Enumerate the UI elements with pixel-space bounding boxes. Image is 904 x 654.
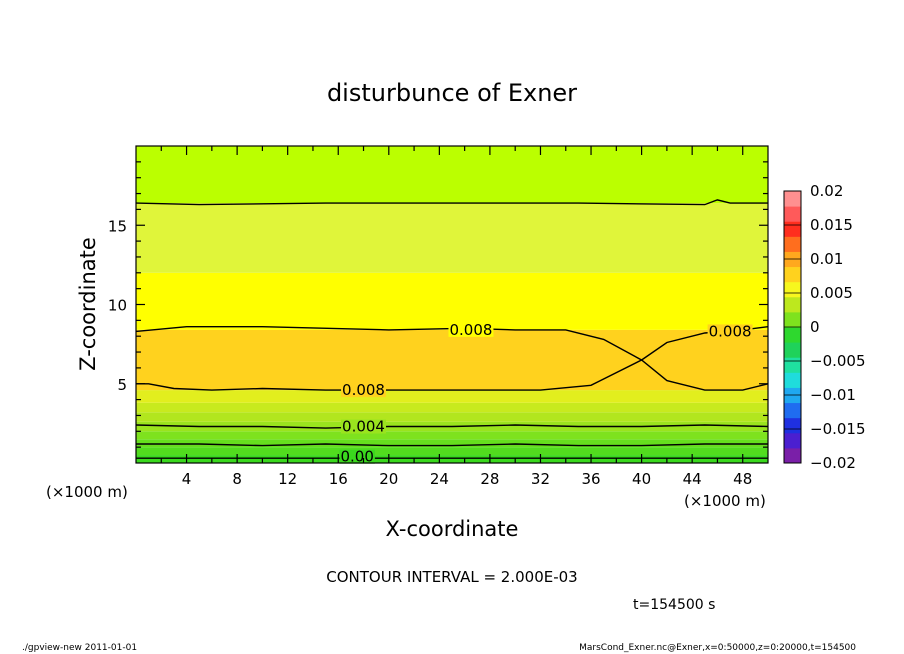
band-3 bbox=[136, 431, 768, 440]
colorbar-label-1: 0.015 bbox=[810, 216, 853, 234]
y-tick-label-10: 10 bbox=[108, 297, 127, 315]
colorbar-swatch-3 bbox=[784, 402, 801, 419]
band-1 bbox=[136, 447, 768, 456]
band-9 bbox=[136, 272, 768, 330]
x-tick-label-12: 12 bbox=[278, 470, 297, 488]
contour-label-2: 0.008 bbox=[342, 381, 385, 399]
footer-right: MarsCond_Exner.nc@Exner,x=0:50000,z=0:20… bbox=[579, 643, 856, 653]
colorbar-swatch-7 bbox=[784, 342, 801, 358]
colorbar-swatch-2 bbox=[784, 417, 801, 434]
colorbar-swatch-12 bbox=[784, 266, 801, 283]
colorbar-swatch-14 bbox=[784, 236, 801, 252]
band-11 bbox=[136, 146, 768, 204]
colorbar-label-8: −0.02 bbox=[810, 454, 856, 472]
contour-lower-0.008 bbox=[136, 359, 769, 391]
contour-label-3: 0.004 bbox=[342, 418, 385, 436]
contour-upper-0.008 bbox=[135, 326, 769, 361]
footer-left: ./gpview-new 2011-01-01 bbox=[22, 643, 138, 653]
colorbar-swatch-10 bbox=[784, 296, 801, 313]
contour-0.004 bbox=[135, 424, 769, 429]
chart-title: disturbunce of Exner bbox=[327, 79, 577, 107]
time-label: t=154500 s bbox=[633, 597, 715, 613]
y-tick-label-5: 5 bbox=[117, 376, 127, 394]
contour-label-bg-2 bbox=[341, 383, 386, 398]
colorbar-label-6: −0.01 bbox=[810, 386, 856, 404]
colorbar-swatch-6 bbox=[784, 357, 801, 373]
colorbar-swatch-5 bbox=[784, 372, 801, 388]
y-axis-label: Z-coordinate bbox=[76, 237, 100, 371]
x-units-left: (×1000 m) bbox=[46, 483, 128, 501]
colorbar-swatch-15 bbox=[784, 221, 801, 237]
x-tick-label-40: 40 bbox=[632, 470, 651, 488]
x-tick-label-44: 44 bbox=[683, 470, 702, 488]
colorbar-label-2: 0.01 bbox=[810, 250, 843, 268]
contour-label-0: 0.008 bbox=[449, 321, 492, 339]
contour-label-bg-4 bbox=[339, 449, 375, 464]
x-units-right: (×1000 m) bbox=[684, 492, 766, 510]
colorbar-label-0: 0.02 bbox=[810, 182, 843, 200]
colorbar-swatch-1 bbox=[784, 432, 801, 449]
x-tick-label-24: 24 bbox=[430, 470, 449, 488]
band-5 bbox=[136, 412, 768, 422]
contour-0.002 bbox=[136, 443, 768, 447]
colorbar-swatch-8 bbox=[784, 327, 801, 343]
band-6 bbox=[136, 402, 768, 413]
x-tick-label-8: 8 bbox=[232, 470, 242, 488]
colorbar-label-5: −0.005 bbox=[810, 352, 866, 370]
band-8 bbox=[136, 329, 768, 391]
x-axis-label: X-coordinate bbox=[386, 517, 519, 541]
colorbar-label-3: 0.005 bbox=[810, 284, 853, 302]
colorbar-swatch-0 bbox=[784, 447, 801, 464]
contour-label-4: 0.00 bbox=[340, 448, 373, 466]
colorbar-swatch-11 bbox=[784, 281, 801, 298]
band-7 bbox=[136, 390, 768, 403]
x-tick-label-20: 20 bbox=[379, 470, 398, 488]
x-tick-label-36: 36 bbox=[581, 470, 600, 488]
contour-label-bg-3 bbox=[341, 419, 386, 434]
contour-label-bg-0 bbox=[448, 322, 494, 337]
contour-interval: CONTOUR INTERVAL = 2.000E-03 bbox=[326, 568, 577, 586]
colorbar-swatch-9 bbox=[784, 311, 801, 328]
x-tick-label-16: 16 bbox=[329, 470, 348, 488]
colorbar-label-7: −0.015 bbox=[810, 420, 866, 438]
colorbar-swatch-17 bbox=[784, 191, 801, 207]
contour-top bbox=[135, 199, 768, 206]
x-tick-label-32: 32 bbox=[531, 470, 550, 488]
colorbar: 0.02 0.015 0.01 0.005 0 −0.005 −0.01 −0.015 −0.0… bbox=[783, 182, 866, 472]
x-tick-label-4: 4 bbox=[182, 470, 192, 488]
contour-label-1: 0.008 bbox=[709, 322, 752, 340]
band-0 bbox=[136, 455, 768, 463]
band-2 bbox=[136, 439, 768, 448]
x-tick-label-28: 28 bbox=[480, 470, 499, 488]
y-tick-label-15: 15 bbox=[108, 217, 127, 235]
contour-label-bg-1 bbox=[707, 324, 753, 339]
colorbar-swatch-16 bbox=[784, 206, 801, 222]
x-tick-label-48: 48 bbox=[733, 470, 752, 488]
colorbar-label-4: 0 bbox=[810, 318, 820, 336]
band-10 bbox=[136, 203, 768, 273]
